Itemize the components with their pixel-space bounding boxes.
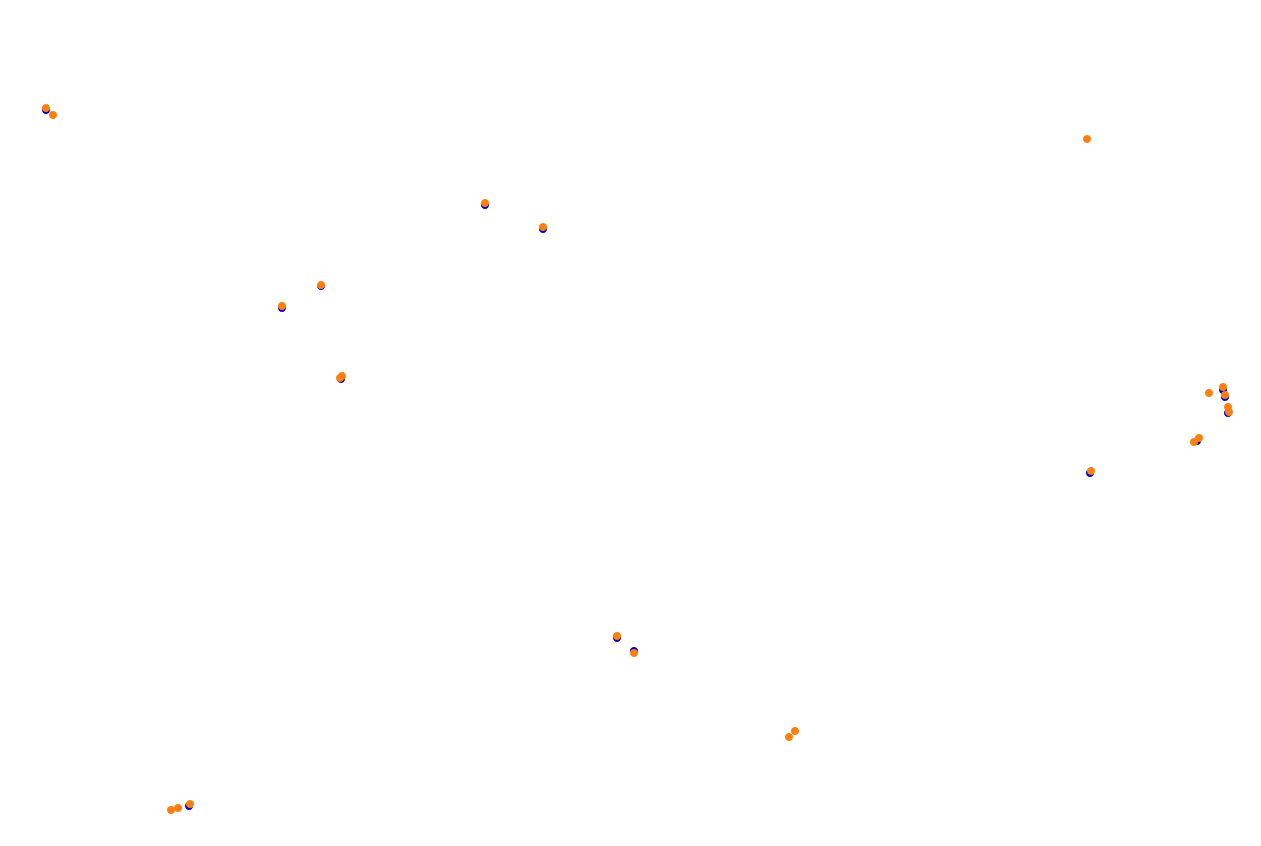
data-point [785,733,793,741]
data-point [167,806,175,814]
data-point [630,649,638,657]
data-point [613,632,621,640]
data-point [539,223,547,231]
data-point [42,104,50,112]
data-point [49,111,57,119]
data-point [1083,135,1091,143]
data-point [481,199,489,207]
data-point [1087,467,1095,475]
data-point [186,800,194,808]
data-point [1225,408,1233,416]
data-point [1205,389,1213,397]
data-point [1219,383,1227,391]
data-point [791,727,799,735]
data-point [174,804,182,812]
data-point [1190,438,1198,446]
series-0 [42,106,1232,810]
data-point [336,374,344,382]
data-point [317,281,325,289]
data-point [278,302,286,310]
series-1 [42,104,1233,814]
data-point [1221,391,1229,399]
